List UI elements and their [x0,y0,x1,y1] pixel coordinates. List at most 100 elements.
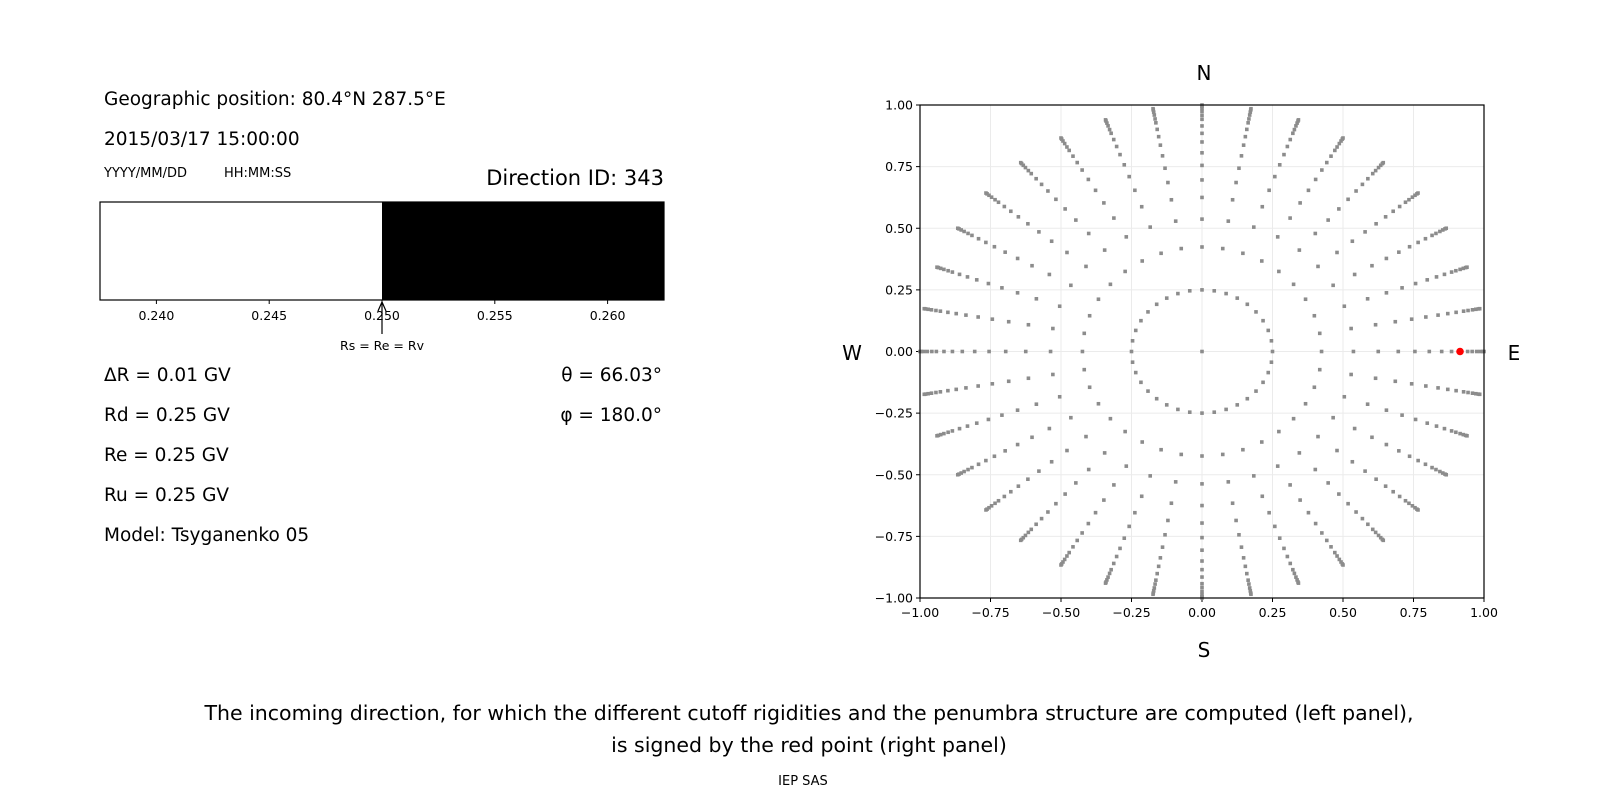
direction-point [1023,349,1028,354]
direction-point [1337,492,1341,496]
direction-point [1277,536,1282,540]
direction-point [1410,195,1415,199]
direction-point [1200,575,1204,579]
direction-point [1339,560,1343,564]
y-tick-label: −0.50 [875,467,913,482]
direction-point [1160,545,1165,549]
direction-point [1239,545,1244,549]
direction-point [929,391,934,395]
direction-point [1163,532,1167,537]
direction-point [1130,360,1135,365]
rd-value: Rd = 0.25 GV [104,405,230,426]
direction-point [1436,386,1440,390]
direction-point [1026,168,1031,173]
direction-point [1449,270,1454,274]
direction-point [1391,489,1395,494]
direction-point [1235,403,1240,407]
phi-value: φ = 180.0° [560,405,662,426]
direction-point [1039,182,1044,187]
direction-point [942,349,946,354]
direction-id: Direction ID: 343 [486,166,664,190]
direction-point [1261,318,1265,323]
direction-point [1341,136,1345,140]
direction-point [1075,160,1080,165]
direction-point [962,469,966,474]
direction-point [1454,310,1458,315]
direction-point [1270,349,1275,354]
direction-point [1350,239,1355,244]
direction-point [1023,165,1028,170]
direction-point [1254,310,1258,314]
direction-point [1291,282,1296,287]
direction-point [1023,533,1028,538]
direction-point [1160,154,1165,158]
direction-point [1002,204,1007,209]
direction-point [1247,582,1251,586]
direction-point [1158,143,1163,147]
direction-point [1324,538,1329,543]
direction-point [935,265,939,269]
direction-point [1397,449,1401,453]
direction-point [938,390,943,394]
direction-point [1249,592,1253,597]
direction-point [1247,117,1251,121]
direction-point [1266,370,1271,375]
direction-point [1449,429,1454,433]
direction-point [1082,331,1087,336]
direction-point [1365,402,1370,406]
direction-point [1187,289,1192,293]
direction-point [1063,492,1067,496]
direction-point [1002,494,1007,499]
direction-point [957,426,962,431]
direction-point [1449,349,1454,354]
direction-point [1048,349,1053,354]
direction-point [1246,121,1250,125]
direction-point [1376,165,1381,170]
direction-point [1393,319,1398,324]
direction-point [1234,180,1238,185]
direction-point [1326,481,1330,485]
direction-point [1139,494,1144,499]
direction-point [1200,454,1204,458]
direction-point [1303,401,1308,406]
direction-point [1169,197,1174,202]
direction-point [976,236,981,241]
direction-point [1296,118,1301,122]
direction-point [1127,174,1131,179]
direction-point [934,390,938,395]
direction-point [1403,200,1408,205]
direction-point [966,467,970,472]
direction-point [1133,370,1138,375]
direction-point [996,200,1001,205]
direction-point [1260,204,1265,209]
direction-point [1248,110,1253,114]
direction-point [972,349,977,354]
x-tick-label: −0.75 [971,605,1009,620]
direction-point [1220,452,1225,457]
direction-point [1061,560,1065,564]
direction-point [1333,550,1337,555]
direction-point [1140,259,1145,263]
direction-point [1341,563,1345,567]
direction-point [1230,501,1235,506]
direction-point [1114,554,1119,559]
direction-point [1277,269,1281,274]
direction-point [1127,524,1131,529]
direction-point [1439,349,1444,354]
direction-point [1037,230,1041,234]
direction-point [1259,440,1264,444]
direction-point [1261,380,1265,385]
direction-point [1069,283,1073,288]
direction-point [1291,567,1295,572]
direction-point [1112,216,1116,220]
direction-point [1156,134,1161,139]
direction-point [1373,168,1378,173]
direction-point [1173,480,1178,484]
compass-west: W [842,341,862,365]
direction-point [1065,448,1069,453]
direction-point [1087,313,1092,318]
direction-point [1247,586,1252,590]
direction-point [993,501,997,506]
direction-point [1438,469,1442,474]
direction-point [1065,554,1069,558]
